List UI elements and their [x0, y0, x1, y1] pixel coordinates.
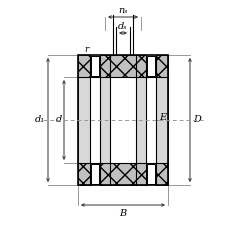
Bar: [91, 56, 98, 76]
Text: dₛ: dₛ: [118, 22, 127, 31]
Bar: [155, 55, 167, 77]
Text: r: r: [84, 45, 89, 54]
Bar: [135, 77, 145, 163]
Bar: [109, 163, 135, 185]
Bar: [135, 55, 145, 77]
Bar: [100, 77, 109, 163]
Bar: [78, 77, 90, 163]
Bar: [146, 56, 154, 76]
Bar: [78, 55, 90, 77]
Text: E: E: [158, 113, 165, 123]
Bar: [155, 77, 167, 163]
Text: d: d: [55, 116, 62, 124]
Text: nₛ: nₛ: [118, 6, 127, 15]
Bar: [78, 55, 167, 185]
Text: D: D: [192, 116, 200, 124]
Bar: [100, 55, 109, 77]
Bar: [100, 163, 109, 185]
Text: d₁: d₁: [35, 116, 45, 124]
Text: B: B: [119, 209, 126, 218]
Bar: [109, 55, 135, 77]
Bar: [78, 163, 90, 185]
Bar: [155, 163, 167, 185]
Bar: [91, 164, 98, 184]
Bar: [146, 164, 154, 184]
Bar: [135, 163, 145, 185]
